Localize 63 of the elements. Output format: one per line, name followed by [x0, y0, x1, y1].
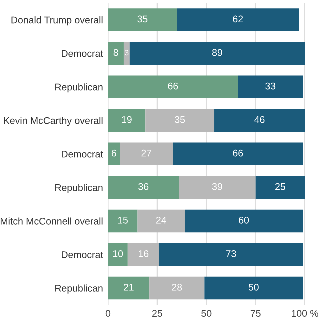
data-label: 33	[266, 82, 276, 90]
bar	[214, 109, 306, 132]
bar	[138, 210, 185, 233]
x-tick-label: 0	[106, 310, 111, 318]
x-tick-label: 100 %	[292, 310, 318, 318]
bar	[159, 243, 304, 266]
bar	[108, 243, 128, 266]
data-label: 35	[138, 16, 148, 23]
bar	[128, 243, 160, 266]
bar	[108, 109, 146, 132]
data-label: 28	[172, 284, 182, 291]
x-tick-label: 50	[202, 310, 212, 318]
bar	[130, 42, 306, 65]
bar	[238, 76, 304, 98]
data-label: 50	[248, 284, 259, 291]
data-label: 10	[113, 250, 124, 258]
bar	[204, 276, 304, 300]
data-label: 60	[239, 216, 250, 224]
bar	[256, 176, 306, 200]
data-label: 8	[114, 49, 118, 56]
y-tick-label: Republican	[56, 84, 103, 93]
y-tick-label: Donald Trump overall	[12, 16, 103, 26]
y-tick-label: Republican	[56, 284, 103, 294]
data-label: 35	[175, 116, 186, 124]
bar	[120, 142, 174, 166]
data-label: 66	[233, 150, 244, 157]
x-tick-label: 25	[152, 310, 162, 318]
data-label: 89	[212, 49, 222, 56]
y-tick-label: Mitch McConnell overall	[0, 218, 103, 225]
bar	[108, 42, 124, 65]
y-tick-label: Kevin McCarthy overall	[4, 117, 103, 126]
bar	[124, 42, 130, 65]
data-label: 15	[118, 217, 128, 224]
bar	[146, 109, 215, 132]
bar	[108, 276, 150, 300]
bar	[184, 210, 304, 233]
data-label: 24	[156, 216, 166, 224]
data-label: 36	[138, 183, 149, 190]
data-label: 39	[212, 183, 222, 190]
data-label: 16	[139, 250, 149, 258]
data-label: 25	[276, 183, 286, 190]
y-tick-label: Democrat	[62, 50, 104, 58]
data-label: 6	[112, 150, 116, 157]
data-label: 19	[122, 116, 132, 124]
data-label: 62	[233, 16, 244, 23]
bar	[179, 176, 256, 200]
bar	[173, 142, 304, 166]
data-label: 27	[142, 150, 152, 157]
bar	[108, 176, 180, 200]
y-tick-label: Democrat	[62, 252, 104, 258]
bar	[108, 142, 120, 166]
y-tick-label: Republican	[56, 184, 103, 194]
data-label: 66	[168, 82, 178, 90]
bar	[150, 276, 205, 300]
data-label: 46	[254, 116, 265, 124]
bar	[177, 8, 300, 32]
data-label: 21	[124, 284, 134, 291]
bar	[108, 76, 238, 98]
x-tick-label: 75	[250, 310, 261, 318]
bar	[108, 210, 138, 233]
bar	[108, 8, 178, 32]
y-tick-label: Democrat	[62, 150, 104, 158]
data-label: 73	[226, 250, 236, 258]
